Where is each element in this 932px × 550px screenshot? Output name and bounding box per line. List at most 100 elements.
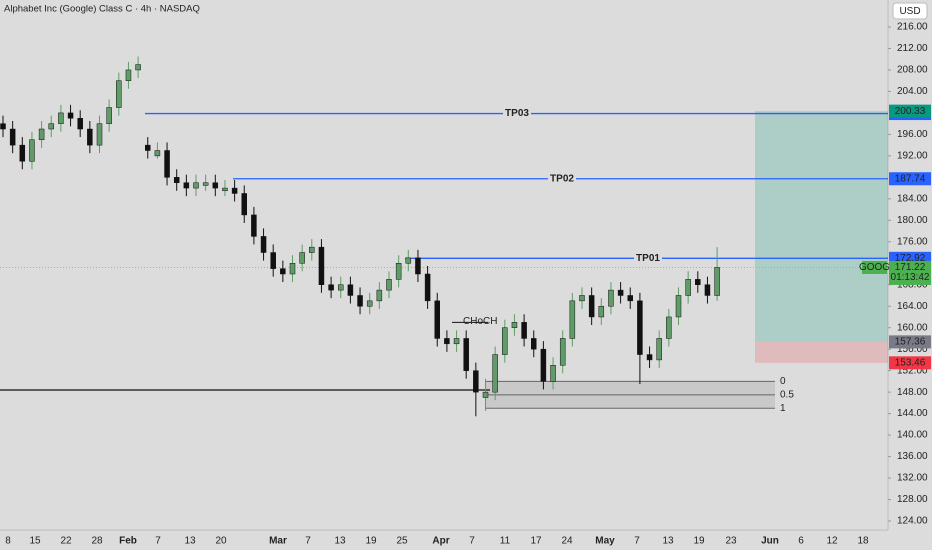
- candle-body: [270, 252, 276, 269]
- price-tag-label: 187.74: [895, 173, 926, 184]
- candle-body: [173, 177, 180, 183]
- y-tick-label: 192.00: [897, 151, 928, 162]
- candle-body: [183, 182, 190, 189]
- candle-body: [482, 391, 489, 398]
- candle-body: [376, 289, 383, 302]
- last-price-tag: [889, 260, 931, 285]
- y-tick-label: 160.00: [897, 322, 928, 333]
- price-tag: [889, 172, 931, 186]
- candle-body: [280, 268, 286, 275]
- candle-body: [164, 150, 170, 178]
- x-tick-label: 12: [826, 536, 838, 547]
- candle-body: [598, 305, 605, 318]
- candle-body: [646, 354, 653, 361]
- candle-body: [502, 327, 508, 355]
- candle-body: [58, 112, 64, 124]
- candle-body: [299, 252, 305, 264]
- fib-label: 0: [780, 376, 786, 387]
- y-tick-label: 132.00: [897, 473, 928, 484]
- tp-label-bg: [634, 252, 662, 265]
- candle-body: [357, 295, 363, 307]
- candle-body: [463, 338, 469, 371]
- candle-body: [424, 273, 431, 302]
- x-tick-label: 7: [305, 536, 311, 547]
- fib-label: 0.5: [780, 389, 794, 400]
- y-tick-label: 180.00: [897, 215, 928, 226]
- price-tag: [889, 335, 931, 349]
- x-tick-label: 15: [29, 536, 41, 547]
- candle-body: [588, 295, 595, 318]
- candle-body: [106, 107, 112, 124]
- y-tick-label: 208.00: [897, 65, 928, 76]
- x-tick-label: 6: [798, 536, 804, 547]
- candle-body: [38, 128, 45, 141]
- candle-body: [135, 64, 141, 71]
- price-tag-label: 153.46: [895, 357, 926, 368]
- x-tick-label: 23: [725, 536, 737, 547]
- candle-body: [531, 338, 537, 350]
- y-tick-label: 204.00: [897, 86, 928, 97]
- candle-body: [231, 187, 238, 194]
- choch-label: CHoCH: [463, 316, 497, 327]
- candle-body: [202, 182, 209, 186]
- x-tick-label: 25: [396, 536, 408, 547]
- candle-body: [608, 289, 614, 307]
- candle-body: [251, 214, 257, 237]
- countdown-label: 01:13:42: [891, 272, 930, 283]
- y-tick-label: 140.00: [897, 430, 928, 441]
- price-tag-label: 157.36: [895, 337, 926, 348]
- candle-body: [222, 187, 228, 192]
- candle-body: [569, 300, 576, 339]
- price-tag: [889, 356, 931, 370]
- x-tick-label: Mar: [269, 536, 287, 547]
- x-tick-label: 7: [155, 536, 161, 547]
- candle-body: [19, 144, 26, 162]
- candle-body: [473, 370, 479, 393]
- candle-body: [48, 123, 54, 130]
- x-tick-label: 11: [500, 536, 511, 547]
- x-tick-label: 7: [469, 536, 475, 547]
- y-tick-label: 184.00: [897, 193, 928, 204]
- candle-body: [193, 182, 199, 189]
- candle-body: [540, 348, 547, 382]
- candle-body: [366, 300, 373, 307]
- candle-body: [154, 150, 161, 157]
- candle-body: [521, 322, 527, 339]
- candle-body: [617, 289, 624, 296]
- x-tick-label: 22: [60, 536, 72, 547]
- tp-label: TP01: [636, 253, 660, 264]
- candle-body: [511, 322, 518, 328]
- candle-body: [685, 279, 691, 296]
- currency[interactable]: USD: [899, 6, 920, 17]
- x-tick-label: Apr: [432, 536, 449, 547]
- x-tick-label: 13: [334, 536, 346, 547]
- candle-body: [675, 295, 682, 318]
- x-tick-label: 7: [634, 536, 640, 547]
- candle-body: [550, 365, 556, 382]
- candle-body: [289, 263, 296, 275]
- y-tick-label: 212.00: [897, 43, 928, 54]
- candle-body: [29, 139, 35, 162]
- y-tick-label: 176.00: [897, 236, 928, 247]
- candle-body: [67, 112, 74, 119]
- x-tick-label: 8: [5, 536, 11, 547]
- candle-body: [453, 338, 460, 345]
- tp-label: TP03: [505, 108, 529, 119]
- tp-label: TP02: [550, 173, 574, 184]
- x-tick-label: 17: [530, 536, 542, 547]
- candle-body: [9, 128, 16, 146]
- y-tick-label: 164.00: [897, 301, 928, 312]
- y-tick-label: 128.00: [897, 494, 928, 505]
- price-tag-label: 200.33: [895, 106, 926, 117]
- y-tick-label: 196.00: [897, 129, 928, 140]
- candle-body: [125, 69, 132, 81]
- y-tick-label: 156.00: [897, 344, 928, 355]
- candle-body: [77, 118, 83, 130]
- candle-body: [627, 295, 633, 302]
- last-price-label: 171.22: [895, 262, 926, 273]
- y-tick-label: 152.00: [897, 365, 928, 376]
- symbol-tag-label: GOOG: [859, 262, 890, 273]
- candle-body: [579, 295, 585, 302]
- currency-button[interactable]: [892, 2, 928, 20]
